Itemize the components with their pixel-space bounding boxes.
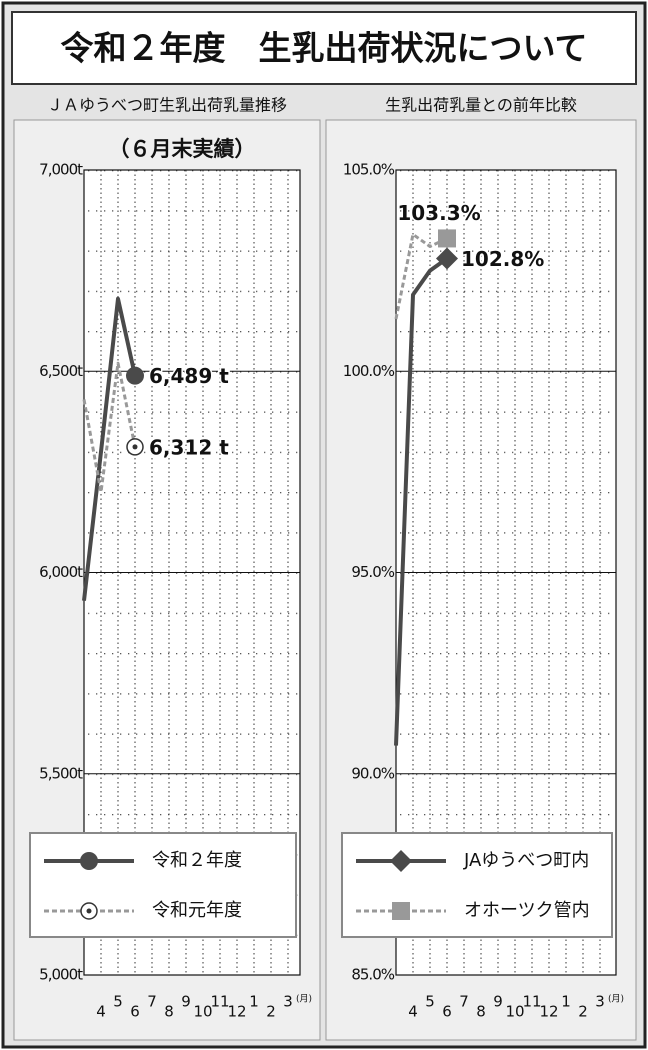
legend-marker	[390, 850, 412, 872]
y-tick-label: 7,000t	[39, 161, 83, 179]
value-label: 6,312 t	[149, 435, 229, 459]
x-tick-label: 12	[227, 1003, 246, 1021]
legend-label: JAゆうべつ町内	[463, 850, 589, 871]
legend-label: 令和元年度	[152, 900, 242, 921]
data-marker-dot	[132, 444, 138, 450]
title-box	[11, 11, 637, 85]
x-tick-label: 2	[266, 1003, 276, 1021]
data-marker	[438, 229, 456, 248]
y-tick-label: 5,000t	[39, 966, 83, 984]
x-unit-label: (月)	[608, 994, 624, 1005]
y-tick-label: 5,500t	[39, 764, 83, 782]
legend-marker-shape	[392, 902, 410, 920]
series-line	[82, 361, 137, 494]
series-line	[394, 256, 449, 746]
legend-marker	[392, 902, 410, 920]
value-label: 102.8%	[461, 247, 544, 271]
x-tick-label: 3	[595, 993, 605, 1011]
chart-subtitle: （６月末実績）	[109, 137, 256, 161]
x-tick-label: 12	[539, 1003, 558, 1021]
x-tick-label: 9	[493, 993, 503, 1011]
legend-label: オホーツク管内	[464, 900, 590, 921]
legend-box	[29, 832, 297, 938]
x-tick-label: 11	[210, 993, 229, 1011]
legend-marker-shape	[80, 852, 98, 870]
chart-title: ＪＡゆうべつ町生乳出荷乳量推移	[47, 96, 287, 115]
y-tick-label: 90.0%	[351, 764, 394, 782]
x-tick-label: 9	[181, 993, 191, 1011]
value-label: 103.3%	[397, 201, 480, 225]
x-tick-label: 11	[522, 993, 541, 1011]
plot-border	[395, 169, 617, 976]
page-title: 令和２年度 生乳出荷状況について	[60, 29, 587, 68]
legend-marker	[80, 902, 98, 920]
data-marker-shape	[436, 247, 458, 270]
x-unit-label: (月)	[296, 994, 312, 1005]
chart-title: 生乳出荷乳量との前年比較	[385, 96, 577, 115]
x-tick-label: 6	[130, 1003, 140, 1021]
legend-label: 令和２年度	[152, 850, 242, 871]
x-tick-label: 5	[425, 993, 435, 1011]
y-tick-label: 105.0%	[343, 161, 395, 179]
data-marker-shape	[126, 366, 144, 385]
data-marker	[436, 247, 458, 270]
y-tick-label: 85.0%	[351, 966, 394, 984]
x-tick-label: 10	[505, 1003, 524, 1021]
x-tick-label: 1	[561, 993, 571, 1011]
x-tick-label: 4	[96, 1003, 106, 1021]
y-tick-label: 6,000t	[39, 563, 83, 581]
x-tick-label: 10	[193, 1003, 212, 1021]
y-tick-label: 100.0%	[343, 362, 395, 380]
x-tick-label: 3	[283, 993, 293, 1011]
data-marker	[126, 438, 144, 456]
legend-marker-shape	[390, 850, 412, 872]
value-label: 6,489 t	[149, 364, 229, 388]
legend-box	[341, 832, 613, 938]
x-tick-label: 1	[249, 993, 259, 1011]
legend-marker-dot	[86, 908, 92, 914]
x-tick-label: 8	[164, 1003, 174, 1021]
y-tick-label: 6,500t	[39, 362, 83, 380]
series-line	[82, 296, 137, 601]
plot-border	[83, 169, 301, 976]
data-marker-shape	[438, 229, 456, 248]
y-tick-label: 95.0%	[351, 563, 394, 581]
x-tick-label: 7	[147, 993, 157, 1011]
x-tick-label: 2	[578, 1003, 588, 1021]
legend-marker	[80, 852, 98, 870]
x-tick-label: 6	[442, 1003, 452, 1021]
x-tick-label: 4	[408, 1003, 418, 1021]
x-tick-label: 8	[476, 1003, 486, 1021]
data-marker	[126, 366, 144, 385]
x-tick-label: 7	[459, 993, 469, 1011]
x-tick-label: 5	[113, 993, 123, 1011]
